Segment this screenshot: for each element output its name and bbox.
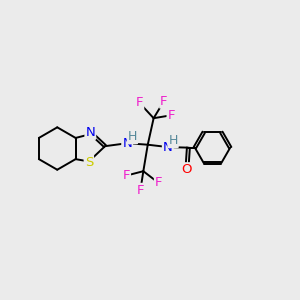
Text: O: O [182,163,192,176]
Text: F: F [160,94,168,108]
Text: F: F [122,169,130,182]
Text: N: N [85,126,95,139]
Text: F: F [136,96,143,110]
Text: F: F [155,176,162,190]
Text: S: S [85,156,93,169]
Text: F: F [136,184,144,197]
Text: H: H [168,134,178,147]
Text: F: F [168,109,175,122]
Text: N: N [122,137,132,150]
Text: H: H [128,130,137,143]
Text: N: N [163,141,172,154]
